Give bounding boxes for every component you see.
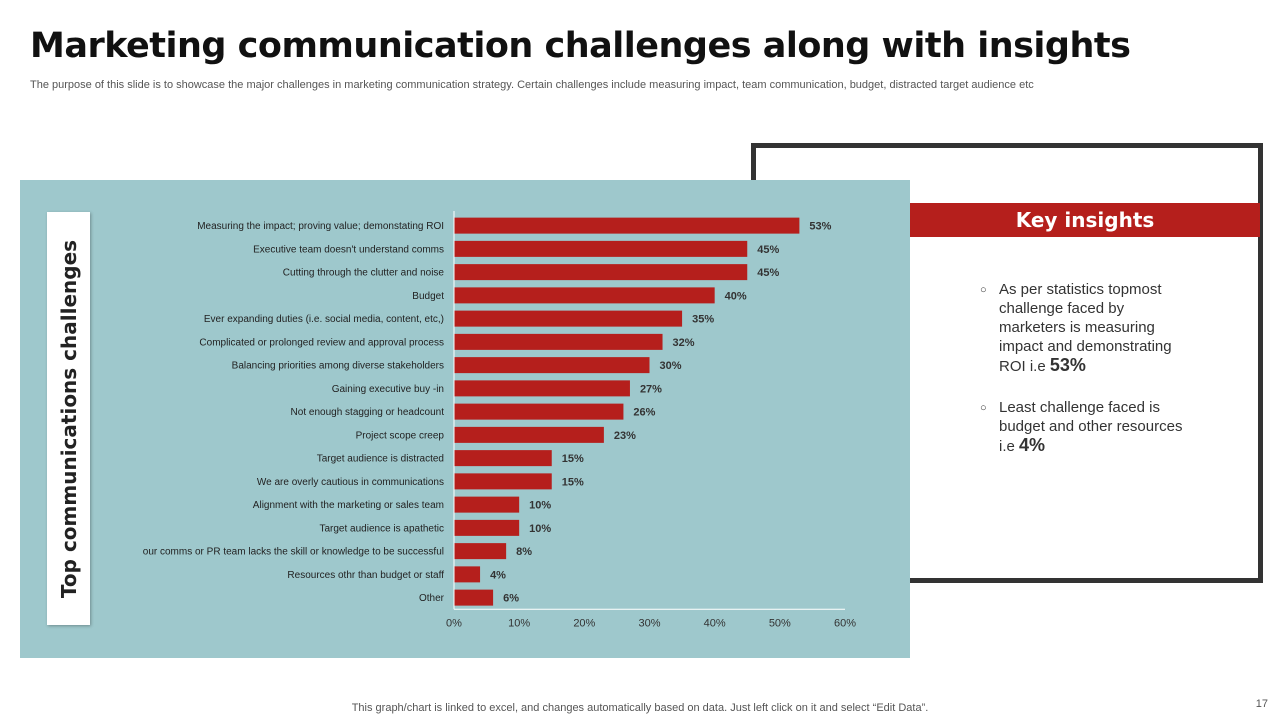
bar	[454, 287, 715, 304]
slide-title: Marketing communication challenges along…	[30, 26, 1131, 66]
x-tick-label: 30%	[638, 617, 660, 629]
bar	[454, 333, 663, 350]
category-label: Resources othr than budget or staff	[287, 570, 444, 581]
data-label: 6%	[503, 593, 519, 605]
slide-subtitle: The purpose of this slide is to showcase…	[30, 79, 1034, 91]
insight-highlight: 4%	[1019, 435, 1046, 455]
bar	[454, 543, 507, 560]
insight-text: Least challenge faced is budget and othe…	[999, 399, 1183, 455]
category-label: Not enough stagging or headcount	[291, 407, 445, 418]
insight-item: ○ Least challenge faced is budget and ot…	[980, 398, 1190, 456]
insight-item: ○ As per statistics topmost challenge fa…	[980, 280, 1190, 376]
category-label: our comms or PR team lacks the skill or …	[143, 547, 444, 558]
hollow-circle-bullet-icon: ○	[980, 402, 987, 414]
category-label: Ever expanding duties (i.e. social media…	[204, 314, 444, 325]
bar	[454, 473, 552, 490]
data-label: 10%	[529, 500, 551, 512]
category-label: Balancing priorities among diverse stake…	[232, 361, 444, 372]
category-label: Cutting through the clutter and noise	[283, 268, 445, 279]
category-label: Gaining executive buy -in	[332, 384, 444, 395]
y-axis-label-box: Top communications challenges	[47, 212, 90, 625]
x-tick-label: 10%	[508, 617, 530, 629]
category-label: Complicated or prolonged review and appr…	[199, 337, 444, 348]
category-label: Executive team doesn't understand comms	[253, 244, 444, 255]
bar	[454, 519, 520, 536]
bar	[454, 217, 800, 234]
page-number: 17	[1255, 698, 1268, 710]
bar	[454, 264, 748, 281]
bar	[454, 496, 520, 513]
data-label: 45%	[757, 267, 779, 279]
data-label: 26%	[633, 407, 655, 419]
data-label: 15%	[562, 453, 584, 465]
x-tick-label: 40%	[704, 617, 726, 629]
x-tick-label: 60%	[834, 617, 856, 629]
x-tick-label: 0%	[446, 617, 462, 629]
insight-text: As per statistics topmost challenge face…	[999, 281, 1172, 375]
footer-note: This graph/chart is linked to excel, and…	[351, 702, 929, 714]
category-label: Budget	[412, 291, 444, 302]
data-label: 15%	[562, 476, 584, 488]
category-label: Target audience is distracted	[317, 454, 444, 465]
bar	[454, 380, 630, 397]
hollow-circle-bullet-icon: ○	[980, 284, 987, 296]
data-label: 45%	[757, 244, 779, 256]
category-label: Measuring the impact; proving value; dem…	[197, 221, 444, 232]
data-label: 30%	[660, 360, 682, 372]
bar	[454, 240, 748, 257]
data-label: 10%	[529, 523, 551, 535]
bar	[454, 357, 650, 374]
data-label: 23%	[614, 430, 636, 442]
bar	[454, 566, 481, 583]
category-label: Alignment with the marketing or sales te…	[253, 500, 444, 511]
data-label: 40%	[725, 290, 747, 302]
data-label: 53%	[809, 221, 831, 233]
x-tick-label: 20%	[573, 617, 595, 629]
data-label: 35%	[692, 314, 714, 326]
category-label: We are overly cautious in communications	[257, 477, 444, 488]
bar	[454, 589, 494, 606]
insight-highlight: 53%	[1049, 355, 1086, 375]
key-insights-heading: Key insights	[910, 203, 1260, 237]
category-label: Project scope creep	[356, 430, 445, 441]
bar	[454, 426, 604, 443]
data-label: 32%	[673, 337, 695, 349]
category-label: Target audience is apathetic	[319, 523, 444, 534]
bar	[454, 310, 683, 327]
category-label: Other	[419, 593, 445, 604]
bar	[454, 403, 624, 420]
data-label: 4%	[490, 569, 506, 581]
x-tick-label: 50%	[769, 617, 791, 629]
insights-list: ○ As per statistics topmost challenge fa…	[980, 280, 1190, 478]
data-label: 27%	[640, 383, 662, 395]
bar	[454, 450, 552, 467]
data-label: 8%	[516, 546, 532, 558]
